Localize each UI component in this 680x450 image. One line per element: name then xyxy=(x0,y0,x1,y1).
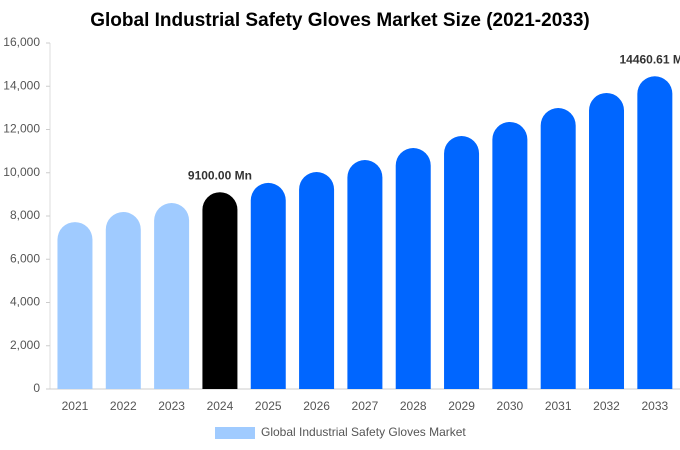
y-tick-label: 10,000 xyxy=(3,165,40,179)
x-tick-label: 2023 xyxy=(158,399,185,413)
y-tick-label: 6,000 xyxy=(10,251,40,265)
x-tick-label: 2025 xyxy=(255,399,282,413)
x-tick-label: 2033 xyxy=(641,399,668,413)
x-tick-label: 2024 xyxy=(207,399,234,413)
value-label: 9100.00 Mn xyxy=(188,168,252,182)
bar xyxy=(57,222,93,389)
x-tick-label: 2022 xyxy=(110,399,137,413)
y-tick-label: 2,000 xyxy=(10,338,40,352)
legend-swatch xyxy=(215,427,255,439)
bar xyxy=(105,211,141,389)
y-tick-label: 12,000 xyxy=(3,122,40,136)
x-tick-label: 2030 xyxy=(497,399,524,413)
y-tick-label: 8,000 xyxy=(10,208,40,222)
x-tick-label: 2026 xyxy=(303,399,330,413)
y-tick-label: 16,000 xyxy=(3,35,40,49)
x-tick-label: 2027 xyxy=(352,399,379,413)
bar xyxy=(347,159,383,389)
legend-label: Global Industrial Safety Gloves Market xyxy=(261,425,466,439)
y-tick-label: 4,000 xyxy=(10,295,40,309)
x-tick-label: 2028 xyxy=(400,399,427,413)
x-tick-label: 2021 xyxy=(62,399,89,413)
bar xyxy=(395,147,431,389)
bar xyxy=(154,203,190,389)
bar xyxy=(589,92,625,389)
y-tick-label: 0 xyxy=(33,381,40,395)
bar xyxy=(299,171,335,389)
chart-title: Global Industrial Safety Gloves Market S… xyxy=(90,10,589,31)
y-tick-label: 14,000 xyxy=(3,78,40,92)
bar xyxy=(492,121,528,389)
value-label: 14460.61 Mn xyxy=(619,52,680,66)
x-tick-label: 2032 xyxy=(593,399,620,413)
bar xyxy=(637,76,673,389)
bar xyxy=(540,107,576,389)
x-tick-label: 2029 xyxy=(448,399,475,413)
x-tick-label: 2031 xyxy=(545,399,572,413)
bar xyxy=(444,135,480,389)
bar xyxy=(202,192,238,389)
bar xyxy=(250,182,286,389)
